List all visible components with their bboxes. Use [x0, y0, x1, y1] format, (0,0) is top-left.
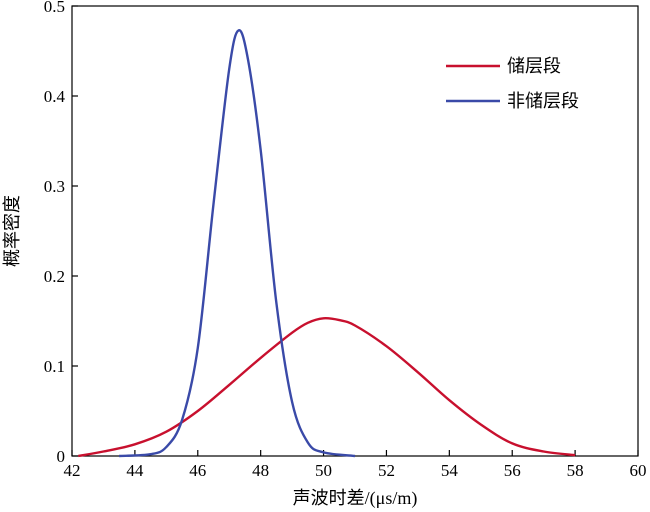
y-axis-label: 概率密度: [2, 195, 22, 267]
series-layer: [78, 29, 576, 458]
series-line-1: [78, 316, 576, 458]
y-tick-label: 0.1: [44, 357, 65, 376]
x-axis-label: 声波时差/(μs/m): [293, 488, 418, 509]
legend-label-1: 储层段: [507, 56, 561, 77]
x-tick-label: 50: [315, 461, 332, 480]
y-tick-label: 0.3: [44, 177, 65, 196]
x-tick-label: 58: [567, 461, 584, 480]
y-tick-label: 0: [57, 447, 66, 466]
x-tick-label: 52: [378, 461, 395, 480]
x-tick-label: 56: [504, 461, 521, 480]
x-tick-label: 44: [126, 461, 144, 480]
legend-label-2: 非储层段: [507, 91, 579, 112]
y-tick-label: 0.5: [44, 0, 65, 16]
x-tick-label: 46: [189, 461, 206, 480]
x-tick-label: 48: [252, 461, 269, 480]
x-tick-label: 42: [64, 461, 81, 480]
y-axis: 0 0.1 0.2 0.3 0.4 0.5: [44, 0, 78, 466]
series-line-2: [119, 29, 356, 458]
y-tick-label: 0.4: [44, 87, 66, 106]
x-tick-label: 60: [630, 461, 647, 480]
x-tick-label: 54: [441, 461, 459, 480]
y-tick-label: 0.2: [44, 267, 65, 286]
